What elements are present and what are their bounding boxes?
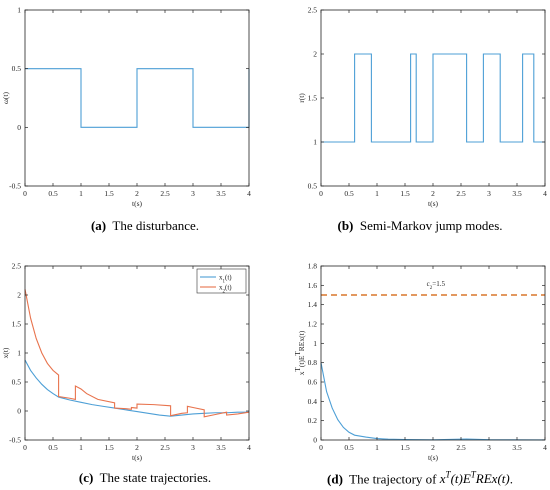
x-tick-label-b: 3 <box>487 189 491 198</box>
y-tick-label-d: 1.6 <box>308 281 318 290</box>
x-tick-label-c: 3 <box>191 443 195 452</box>
y-tick-label-b: 0.5 <box>308 182 318 191</box>
x-axis-label-d: t(s) <box>428 453 439 462</box>
x-tick-label-c: 1 <box>79 443 83 452</box>
x-tick-label-b: 3.5 <box>512 189 522 198</box>
y-tick-label-d: 0.6 <box>308 378 318 387</box>
x-tick-label-a: 1 <box>79 189 83 198</box>
y-tick-label-a: -0.5 <box>9 182 21 191</box>
x-tick-label-d: 3 <box>487 443 491 452</box>
y-axis-label-b: r(t) <box>297 93 306 103</box>
y-tick-label-c: 1 <box>17 349 21 358</box>
x-tick-label-d: 2.5 <box>456 443 466 452</box>
y-tick-label-c: 0.5 <box>12 378 22 387</box>
caption-d-math: xT(t)ETREx(t) <box>439 470 510 487</box>
x-tick-label-a: 2.5 <box>160 189 170 198</box>
y-tick-label-a: 0 <box>17 123 21 132</box>
annotation-d: c2=1.5 <box>427 280 446 291</box>
y-tick-label-d: 1.8 <box>308 262 318 271</box>
y-tick-label-d: 1 <box>313 339 317 348</box>
x-tick-label-a: 3.5 <box>216 189 226 198</box>
y-tick-label-d: 1.2 <box>308 320 318 329</box>
y-tick-label-c: 2 <box>17 291 21 300</box>
x-tick-label-d: 1 <box>375 443 379 452</box>
series-line-c-0 <box>24 359 249 417</box>
caption-b: (b) Semi-Markov jump modes. <box>295 218 545 234</box>
x-tick-label-b: 2 <box>431 189 435 198</box>
legend-box <box>196 268 247 294</box>
y-axis-label-a: ω(t) <box>1 91 10 104</box>
caption-c-label: (c) <box>78 470 94 485</box>
chart-d: 0 0.5 1 1.5 2 2.5 3 3.5 4 0 0.2 0.4 0.6 0.8 1 1.2 1.4 1.6… <box>294 262 547 463</box>
x-tick-label-c: 0.5 <box>48 443 58 452</box>
x-tick-label-b: 0 <box>319 189 323 198</box>
x-tick-label-d: 2 <box>431 443 435 452</box>
x-tick-label-b: 1 <box>375 189 379 198</box>
series-line-d-0 <box>320 362 546 441</box>
caption-d-text: The trajectory of <box>349 471 437 487</box>
x-tick-label-a: 0 <box>23 189 27 198</box>
y-tick-label-d: 0.4 <box>308 397 318 406</box>
y-tick-label-d: 1.4 <box>308 300 318 309</box>
caption-b-text: Semi-Markov jump modes. <box>359 218 503 233</box>
caption-d-label: (d) <box>327 471 343 487</box>
legend-label-1: x2(t) <box>219 284 232 295</box>
y-tick-label-b: 2.5 <box>308 6 318 15</box>
x-axis-label-b: t(s) <box>428 199 439 208</box>
caption-a: (a) The disturbance. <box>20 218 270 234</box>
x-tick-label-b: 1.5 <box>400 189 410 198</box>
x-tick-label-c: 3.5 <box>216 443 226 452</box>
x-tick-label-d: 4 <box>543 443 547 452</box>
x-tick-label-c: 1.5 <box>104 443 114 452</box>
caption-a-label: (a) <box>90 218 107 233</box>
y-tick-label-c: -0.5 <box>9 436 21 445</box>
legend-c: x1(t)x2(t) <box>196 268 247 295</box>
y-tick-label-d: 0.8 <box>308 358 318 367</box>
x-tick-label-a: 3 <box>191 189 195 198</box>
y-tick-label-d: 0.2 <box>308 416 318 425</box>
legend-label-0: x1(t) <box>219 274 232 285</box>
y-tick-label-b: 2 <box>313 50 317 59</box>
chart-c: 0 0.5 1 1.5 2 2.5 3 3.5 4-0.500.511.522.5t(s)x(t… <box>1 262 251 463</box>
x-tick-label-b: 4 <box>543 189 547 198</box>
caption-b-label: (b) <box>337 218 354 233</box>
x-tick-label-b: 0.5 <box>344 189 354 198</box>
x-tick-label-a: 2 <box>135 189 139 198</box>
y-tick-label-b: 1 <box>313 138 317 147</box>
y-tick-label-c: 1.5 <box>12 320 22 329</box>
x-tick-label-d: 0.5 <box>344 443 354 452</box>
caption-a-text: The disturbance. <box>112 218 200 233</box>
axes-box-d <box>320 265 546 441</box>
y-tick-label-a: 0.5 <box>12 64 22 73</box>
x-tick-label-a: 4 <box>247 189 251 198</box>
y-tick-label-c: 2.5 <box>12 262 22 271</box>
x-tick-label-b: 2.5 <box>456 189 466 198</box>
caption-c: (c) The state trajectories. <box>20 470 270 486</box>
x-tick-label-d: 0 <box>319 443 323 452</box>
x-tick-label-a: 1.5 <box>104 189 114 198</box>
x-axis-label-a: t(s) <box>132 199 143 208</box>
x-tick-label-c: 4 <box>247 443 251 452</box>
series-line-b-0 <box>321 53 545 143</box>
x-tick-label-c: 2 <box>135 443 139 452</box>
y-tick-label-d: 0 <box>313 436 317 445</box>
y-tick-label-c: 0 <box>17 407 21 416</box>
y-tick-label-b: 1.5 <box>308 94 318 103</box>
x-tick-label-d: 1.5 <box>400 443 410 452</box>
caption-c-text: The state trajectories. <box>99 470 212 485</box>
x-tick-label-c: 0 <box>23 443 27 452</box>
x-tick-label-d: 3.5 <box>512 443 522 452</box>
series-line-a-0 <box>25 68 250 128</box>
y-axis-label-d: xT(t)ETREx(t) <box>294 330 306 375</box>
y-axis-label-c: x(t) <box>1 347 10 358</box>
series-line-c-1 <box>24 289 250 418</box>
x-tick-label-c: 2.5 <box>160 443 170 452</box>
chart-b: 0 0.5 1 1.5 2 2.5 3 3.5 40.511.522.5t(s)r(t) <box>297 6 547 209</box>
x-tick-label-a: 0.5 <box>48 189 58 198</box>
caption-d: (d) The trajectory of xT(t)ETREx(t). <box>327 470 513 487</box>
chart-a: 0 0.5 1 1.5 2 2.5 3 3.5 4-0.500.51t(s)ω(t) <box>1 6 251 209</box>
y-tick-label-a: 1 <box>17 6 21 15</box>
x-axis-label-c: t(s) <box>132 453 143 462</box>
